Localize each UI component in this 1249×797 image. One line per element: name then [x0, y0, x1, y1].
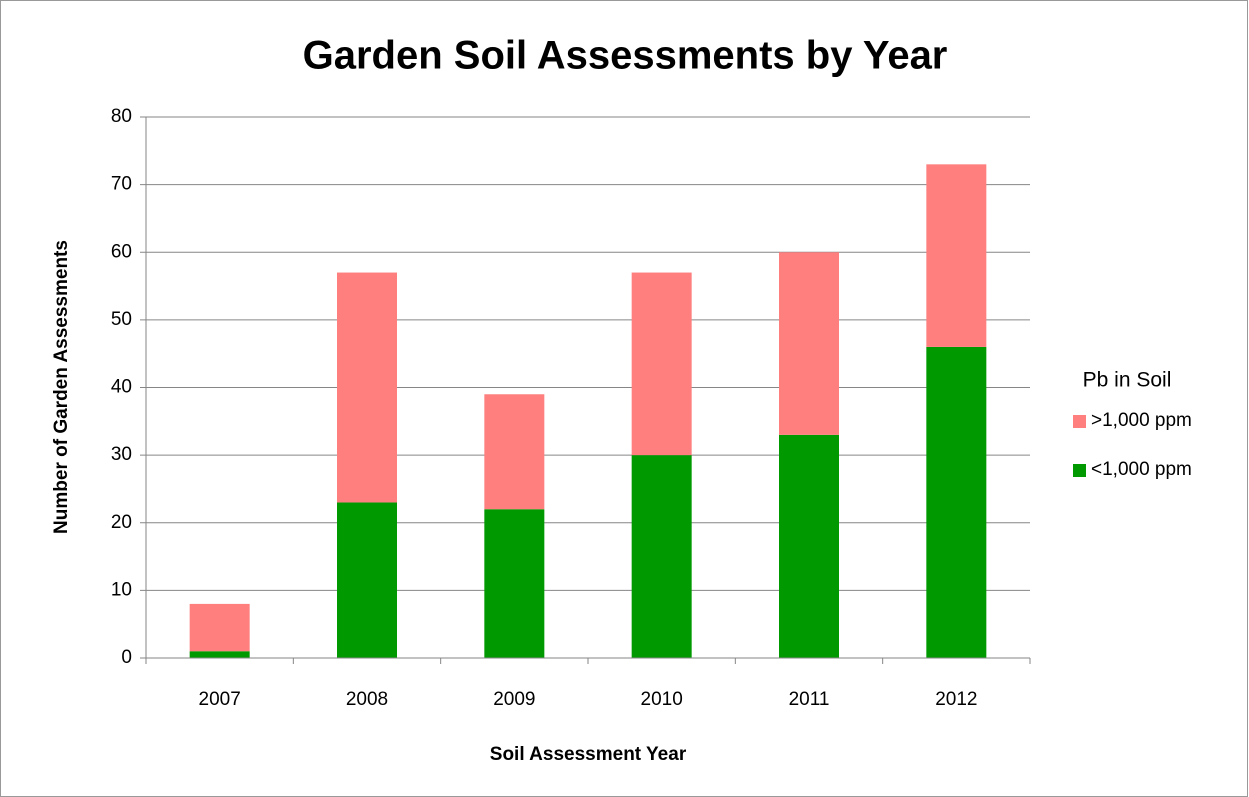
- y-tick-label: 80: [111, 106, 132, 127]
- x-tick-label: 2009: [493, 689, 535, 710]
- y-tick-label: 0: [121, 647, 132, 668]
- bar-segment: [926, 164, 987, 347]
- y-tick-label: 10: [111, 579, 132, 600]
- y-axis-label: Number of Garden Assessments: [51, 240, 72, 534]
- bar-segment: [484, 394, 545, 510]
- bar-segment: [631, 455, 692, 658]
- legend-title: Pb in Soil: [1083, 369, 1172, 392]
- bar-segment: [337, 502, 397, 658]
- y-tick-label: 30: [111, 444, 132, 465]
- chart-title: Garden Soil Assessments by Year: [303, 34, 948, 78]
- legend-swatch: [1073, 464, 1086, 477]
- x-tick-label: 2008: [346, 689, 388, 710]
- x-tick-label: 2007: [199, 689, 241, 710]
- x-tick-label: 2011: [789, 689, 830, 710]
- bar-segment: [189, 603, 250, 652]
- x-tick-label: 2010: [641, 689, 683, 710]
- bar-segment: [926, 346, 987, 658]
- y-tick-label: 70: [111, 174, 132, 195]
- y-tick-label: 40: [111, 377, 132, 398]
- legend-label: >1,000 ppm: [1091, 410, 1192, 431]
- y-tick-label: 60: [111, 241, 132, 262]
- bar-segment: [779, 252, 839, 435]
- bar-segment: [484, 509, 545, 658]
- bar-segment: [779, 434, 839, 658]
- bar-segment: [189, 651, 250, 658]
- legend-label: <1,000 ppm: [1091, 459, 1192, 480]
- legend-swatch: [1073, 415, 1086, 428]
- x-axis-label: Soil Assessment Year: [490, 744, 687, 765]
- bar-segment: [631, 272, 692, 456]
- y-tick-label: 20: [111, 512, 132, 533]
- x-tick-label: 2012: [935, 689, 977, 710]
- y-tick-label: 50: [111, 309, 132, 330]
- bar-segment: [337, 272, 397, 503]
